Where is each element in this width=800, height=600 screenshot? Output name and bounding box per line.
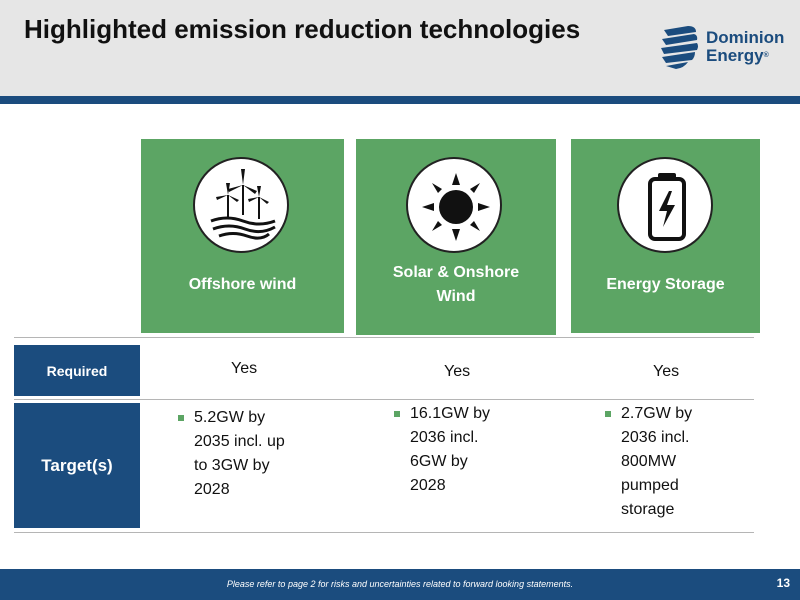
tech-label-offshore-wind: Offshore wind — [188, 276, 297, 293]
dominion-energy-logo-mark-icon — [661, 26, 698, 69]
row-header-required: Required — [14, 345, 140, 396]
battery-icon — [648, 173, 686, 241]
sun-icon — [422, 173, 490, 241]
logo-registered-mark: ® — [763, 52, 769, 59]
target-storage-line-2: 2036 incl. — [621, 429, 690, 446]
tech-tile-energy-storage: Energy Storage — [571, 139, 760, 333]
target-offshore-line-1: 5.2GW by — [194, 409, 266, 426]
offshore-wind-icon-circle — [193, 157, 289, 253]
energy-storage-icon-circle — [617, 157, 713, 253]
slide-header: Highlighted emission reduction technolog… — [0, 0, 800, 96]
logo-line-2: Energy — [706, 46, 764, 65]
disclaimer-note: Please refer to page 2 for risks and unc… — [226, 579, 574, 589]
row-header-targets: Target(s) — [14, 403, 140, 528]
bullet-marker — [394, 411, 400, 417]
target-energy-storage: 2.7GW by 2036 incl. 800MW pumped storage — [603, 402, 753, 522]
target-solar-line-1: 16.1GW by — [410, 405, 491, 422]
table-divider-middle — [14, 399, 754, 400]
bullet-marker — [605, 411, 611, 417]
tech-label-solar-onshore-wind: Solar & Onshore Wind — [356, 261, 556, 309]
page-title: Highlighted emission reduction technolog… — [24, 14, 581, 44]
logo-wordmark: Dominion Energy® — [706, 29, 784, 65]
target-storage-line-3: 800MW — [621, 453, 677, 470]
page-number: 13 — [776, 576, 790, 590]
target-offshore-wind: 5.2GW by 2035 incl. up to 3GW by 2028 — [176, 406, 326, 502]
tech-label-solar-line-2: Wind — [436, 288, 476, 305]
target-storage-line-1: 2.7GW by — [621, 405, 693, 422]
tech-label-solar-line-1: Solar & Onshore — [392, 264, 520, 281]
target-solar-line-2: 2036 incl. — [410, 429, 479, 446]
required-value-offshore-wind: Yes — [231, 360, 258, 377]
tech-tile-offshore-wind: Offshore wind — [141, 139, 344, 333]
target-offshore-line-3: to 3GW by — [194, 457, 270, 474]
table-divider-bottom — [14, 532, 754, 533]
required-value-solar-onshore-wind: Yes — [444, 363, 471, 380]
target-solar-onshore-wind: 16.1GW by 2036 incl. 6GW by 2028 — [392, 402, 542, 498]
tech-tile-solar-onshore-wind: Solar & Onshore Wind — [356, 139, 556, 335]
dominion-energy-logo: Dominion Energy® — [660, 24, 790, 70]
solar-icon-circle — [406, 157, 502, 253]
target-offshore-line-2: 2035 incl. up — [194, 433, 285, 450]
header-accent-bar — [0, 96, 800, 104]
target-solar-line-4: 2028 — [410, 477, 446, 494]
slide-footer: Please refer to page 2 for risks and unc… — [0, 569, 800, 600]
wind-turbines-icon — [210, 169, 276, 240]
target-solar-line-3: 6GW by — [410, 453, 468, 470]
bullet-marker — [178, 415, 184, 421]
required-value-energy-storage: Yes — [653, 363, 680, 380]
table-divider-top — [14, 337, 754, 338]
target-storage-line-5: storage — [621, 501, 675, 518]
tech-label-energy-storage: Energy Storage — [606, 276, 725, 293]
logo-line-1: Dominion — [706, 28, 785, 47]
target-storage-line-4: pumped — [621, 477, 679, 494]
target-offshore-line-4: 2028 — [194, 481, 230, 498]
